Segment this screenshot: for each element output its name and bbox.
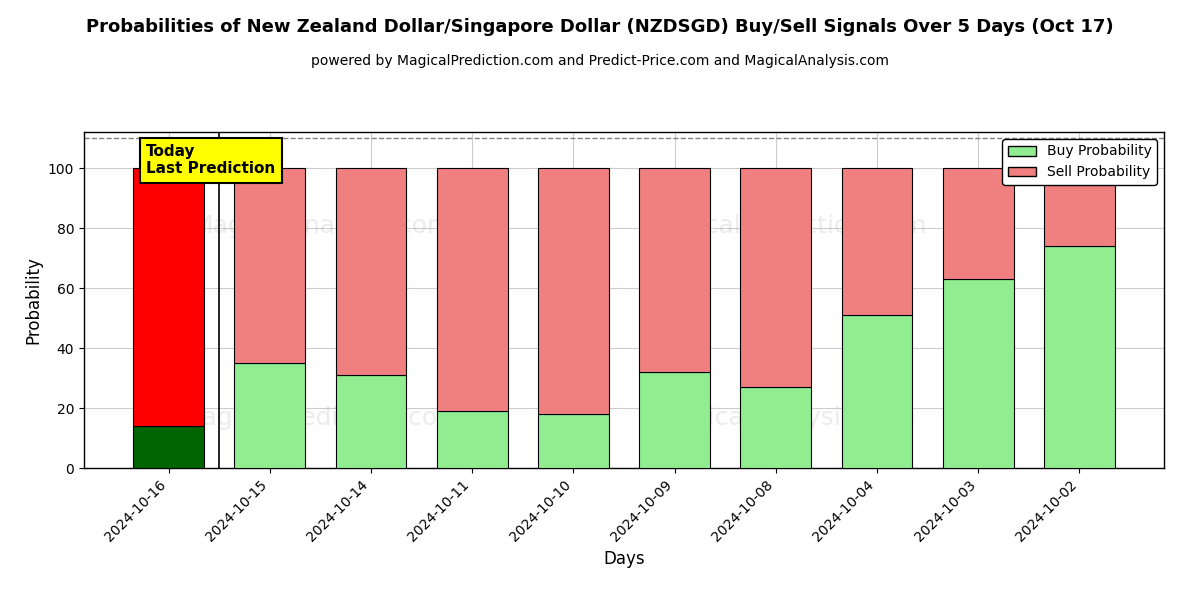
Text: powered by MagicalPrediction.com and Predict-Price.com and MagicalAnalysis.com: powered by MagicalPrediction.com and Pre… — [311, 54, 889, 68]
Bar — [133, 426, 204, 468]
Bar — [538, 168, 608, 414]
Bar — [740, 168, 811, 387]
Bar — [1044, 246, 1115, 468]
X-axis label: Days: Days — [604, 550, 644, 568]
Bar — [943, 279, 1014, 468]
Bar — [943, 168, 1014, 279]
Bar — [640, 372, 710, 468]
Bar — [133, 168, 204, 426]
Bar — [234, 168, 305, 363]
Bar — [437, 411, 508, 468]
Text: MagicalAnalysis.com: MagicalAnalysis.com — [656, 406, 916, 430]
Bar — [1044, 168, 1115, 246]
Text: MagicalAnalysis.com: MagicalAnalysis.com — [192, 214, 451, 238]
Y-axis label: Probability: Probability — [24, 256, 42, 344]
Bar — [841, 315, 912, 468]
Text: Today
Last Prediction: Today Last Prediction — [146, 144, 276, 176]
Bar — [640, 168, 710, 372]
Text: MagicalPrediction.com: MagicalPrediction.com — [181, 406, 462, 430]
Legend: Buy Probability, Sell Probability: Buy Probability, Sell Probability — [1002, 139, 1157, 185]
Bar — [740, 387, 811, 468]
Bar — [437, 168, 508, 411]
Text: MagicalPrediction.com: MagicalPrediction.com — [646, 214, 926, 238]
Bar — [336, 168, 407, 375]
Bar — [234, 363, 305, 468]
Bar — [336, 375, 407, 468]
Text: Probabilities of New Zealand Dollar/Singapore Dollar (NZDSGD) Buy/Sell Signals O: Probabilities of New Zealand Dollar/Sing… — [86, 18, 1114, 36]
Bar — [841, 168, 912, 315]
Bar — [538, 414, 608, 468]
